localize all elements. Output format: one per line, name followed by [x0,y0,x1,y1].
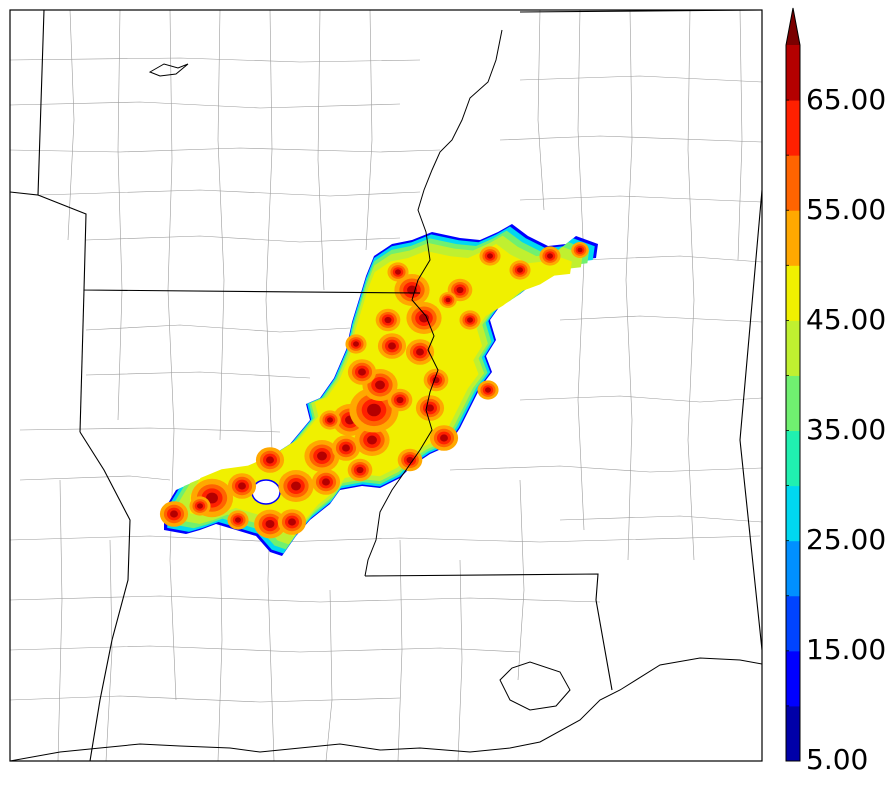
swath-cell-22-3 [440,434,448,442]
swath-cell-23-3 [396,396,404,404]
swath-cell-9-3 [342,444,350,452]
swath-cell-38-3 [485,387,491,393]
swath-cell-0-3 [170,510,178,518]
swath-cell-28-3 [577,247,583,253]
swath-cell-24-3 [456,286,464,294]
swath-cell-25-3 [487,253,493,259]
colorbar-bin-35 [786,375,800,432]
swath-cell-11-3 [367,435,377,445]
colorbar-bin-55 [786,155,800,211]
swath-cell-3-3 [266,456,274,464]
swath-cell-6-3 [288,518,296,526]
swath-cell-35-3 [395,269,401,275]
precip-swath [159,224,598,556]
map-frame [9,9,763,762]
swath-cell-21-3 [426,404,434,412]
lake-north-outline [148,63,189,77]
colorbar-bin-40 [786,320,800,376]
swath-cell-8-3 [317,451,327,461]
colorbar-label-25: 25.00 [806,523,887,556]
swath-cell-27-3 [547,253,553,259]
swath-cell-5-3 [265,519,275,529]
swath-cell-2-3 [238,482,246,490]
colorbar-bin-30 [786,430,800,487]
swath-cell-32-3 [197,503,203,509]
swath-cell-18-3 [419,313,429,323]
county-borders [10,10,762,761]
colorbar-label-45: 45.00 [806,303,887,336]
coastline [10,657,762,761]
state-border-ark-mo [37,194,421,294]
colorbar-bin-20 [786,540,800,597]
state-borders [10,10,762,761]
river-red [79,431,131,761]
colorbar-bin-45 [786,265,800,321]
mississippi-river [364,29,503,577]
swath-cell-36-3 [467,317,473,323]
swath-cell-26-3 [517,267,523,273]
colorbar-label-5: 5.00 [806,743,869,776]
colorbar-label-65: 65.00 [806,83,887,116]
colorbar-bin-15 [786,595,800,652]
swath-cell-37-3 [445,297,451,303]
swath-cell-30-3 [356,466,364,474]
colorbar-bin-65 [786,45,800,101]
colorbar [785,7,801,762]
state-border-ms-la [364,573,613,691]
state-border-east [739,189,762,651]
swath-cell-33-3 [327,417,333,423]
swath-cell-12-3 [367,403,381,417]
colorbar-bin-50 [786,210,800,266]
lake-pontchartrain [499,661,571,711]
swath-cell-31-3 [235,517,241,523]
swath-cell-15-3 [388,342,396,350]
colorbar-bin-60 [786,100,800,156]
colorbar-label-35: 35.00 [806,413,887,446]
colorbar-extend-arrow [786,8,800,45]
swath-cell-7-3 [322,478,330,486]
swath-cell-19-3 [416,348,424,356]
state-border-ark-west [79,289,85,433]
swath-cell-34-3 [353,341,359,347]
swath-cell-4-3 [291,481,301,491]
colorbar-bin-5 [786,705,800,762]
colorbar-label-55: 55.00 [806,193,887,226]
swath-cell-16-3 [384,316,392,324]
swath-cell-1-3 [206,492,218,504]
colorbar-label-15: 15.00 [806,633,887,666]
swath-cell-14-3 [358,368,366,376]
colorbar-bin-10 [786,650,800,707]
swath-cell-13-3 [375,380,385,390]
swath-gap [251,479,281,505]
colorbar-frame [785,7,801,762]
colorbar-bin-25 [786,485,800,542]
